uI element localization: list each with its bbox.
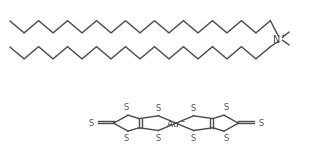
Text: S: S: [124, 134, 129, 143]
Text: N$^+$: N$^+$: [272, 32, 288, 46]
Text: S: S: [156, 104, 161, 113]
Text: S: S: [223, 134, 228, 143]
Text: S: S: [223, 103, 228, 112]
Text: S: S: [258, 119, 263, 128]
Text: S: S: [191, 104, 196, 113]
Text: S: S: [191, 134, 196, 143]
Text: Au$^-$: Au$^-$: [166, 118, 186, 129]
Text: S: S: [156, 134, 161, 143]
Text: S: S: [124, 103, 129, 112]
Text: S: S: [89, 119, 94, 128]
